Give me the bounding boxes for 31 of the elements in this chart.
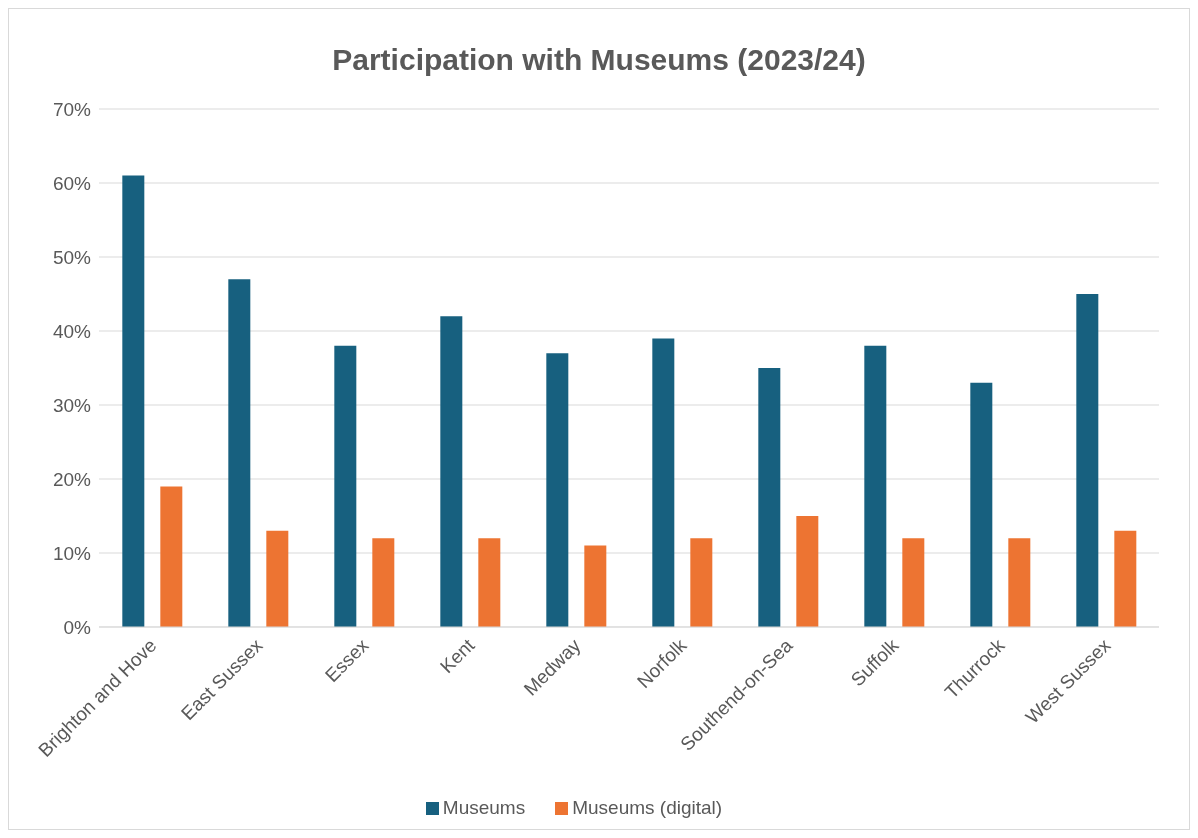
chart-title: Participation with Museums (2023/24) — [331, 42, 867, 78]
bar — [160, 486, 183, 627]
y-tick-label: 70% — [52, 98, 92, 120]
bar — [970, 382, 993, 627]
y-tick-label: 40% — [52, 320, 92, 342]
y-tick-label: 20% — [52, 468, 92, 490]
bar — [1076, 294, 1099, 627]
bar — [796, 516, 819, 627]
bar — [372, 538, 395, 627]
bar — [440, 316, 463, 627]
bar — [864, 345, 887, 627]
y-tick-label: 30% — [52, 394, 92, 416]
bar — [1008, 538, 1031, 627]
bar — [546, 353, 569, 627]
bar — [902, 538, 925, 627]
bar — [690, 538, 713, 627]
bar — [1114, 530, 1137, 627]
bar — [478, 538, 501, 627]
y-tick-label: 10% — [52, 542, 92, 564]
y-tick-label: 50% — [52, 246, 92, 268]
bar — [758, 368, 781, 627]
y-tick-label: 60% — [52, 172, 92, 194]
bar — [584, 545, 607, 627]
bar — [652, 338, 675, 627]
y-tick-label: 0% — [63, 616, 92, 638]
bar — [334, 345, 357, 627]
bar — [266, 530, 289, 627]
bar — [228, 279, 251, 627]
legend-label: Museums (digital) — [572, 797, 723, 818]
bar — [122, 175, 145, 627]
legend-label: Museums — [442, 797, 526, 818]
